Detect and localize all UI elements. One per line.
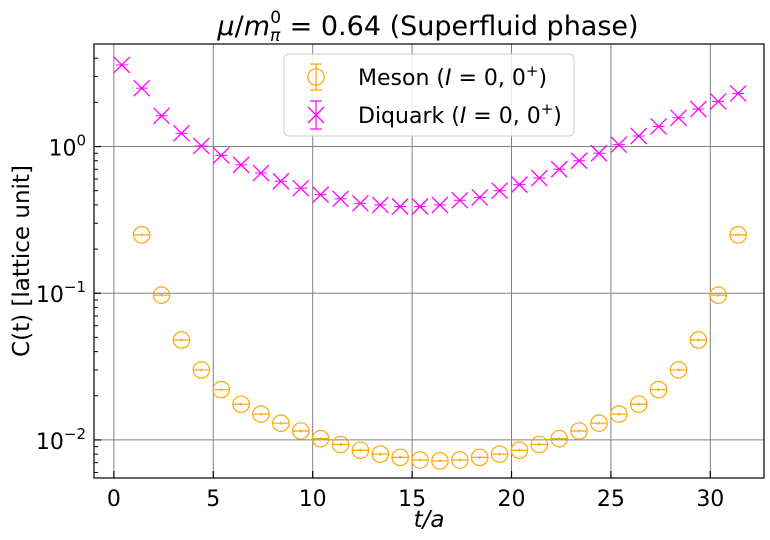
legend-label-meson: Meson (I = 0, 0+) bbox=[358, 62, 547, 91]
meson-point bbox=[530, 435, 549, 454]
meson-point bbox=[371, 445, 390, 463]
meson-point bbox=[729, 226, 747, 244]
legend-meson-circle bbox=[307, 68, 325, 86]
meson-point bbox=[570, 422, 588, 440]
legend-marker-meson bbox=[307, 63, 325, 91]
title-slash: / bbox=[235, 11, 245, 42]
x-tick-label: 0 bbox=[107, 487, 121, 512]
x-tick-label: 30 bbox=[696, 487, 724, 512]
meson-point bbox=[232, 395, 250, 414]
x-tick-label: 15 bbox=[398, 487, 426, 512]
meson-point bbox=[252, 405, 270, 423]
meson-point bbox=[610, 405, 628, 423]
meson-point bbox=[192, 361, 211, 379]
meson-point bbox=[629, 395, 648, 414]
plot-frame bbox=[93, 43, 765, 479]
meson-point bbox=[709, 286, 728, 304]
y-tick-labels: 100 10−1 10−2 bbox=[36, 132, 86, 455]
meson-point bbox=[590, 414, 608, 432]
meson-point bbox=[649, 380, 668, 399]
x-tick-label: 5 bbox=[206, 487, 220, 512]
meson-point bbox=[391, 448, 409, 467]
x-tick-label: 20 bbox=[498, 487, 526, 512]
x-axis-label: t/a bbox=[414, 507, 445, 533]
meson-point bbox=[490, 445, 509, 463]
legend-diquark-x bbox=[307, 106, 325, 124]
meson-point bbox=[291, 422, 310, 440]
axis-ticks bbox=[94, 43, 711, 478]
x-tick-label: 10 bbox=[299, 487, 327, 512]
meson-point bbox=[331, 435, 350, 454]
meson-point bbox=[351, 441, 370, 460]
y-tick-label: 10−1 bbox=[36, 278, 86, 308]
meson-point bbox=[212, 380, 231, 399]
meson-point bbox=[311, 429, 330, 448]
title-sub: π bbox=[270, 26, 281, 46]
y-tick-label: 100 bbox=[48, 132, 86, 162]
title-rest: = 0.64 (Superfluid phase) bbox=[281, 11, 638, 42]
x-tick-label: 25 bbox=[597, 487, 625, 512]
title-mu: μ bbox=[216, 11, 234, 42]
y-axis-label: C(t) [lattice unit] bbox=[9, 165, 35, 357]
chart-title: μ/mπ0 = 0.64 (Superfluid phase) bbox=[216, 8, 638, 46]
meson-series bbox=[132, 226, 747, 470]
meson-point bbox=[669, 361, 688, 379]
legend-box bbox=[283, 53, 575, 137]
legend-label-diquark: Diquark (I = 0, 0+) bbox=[358, 100, 562, 129]
y-tick-label: 10−2 bbox=[36, 425, 86, 455]
meson-point bbox=[431, 452, 449, 470]
x-tick-labels: 0 5 10 15 20 25 30 bbox=[107, 487, 724, 512]
legend: Meson (I = 0, 0+) Diquark (I = 0, 0+) bbox=[283, 53, 575, 137]
meson-point bbox=[132, 226, 151, 244]
title-sup: 0 bbox=[270, 8, 281, 28]
title-m: m bbox=[244, 11, 270, 42]
meson-point bbox=[689, 331, 708, 349]
meson-point bbox=[411, 451, 429, 469]
meson-point bbox=[152, 286, 171, 304]
meson-point bbox=[451, 451, 469, 469]
meson-point bbox=[470, 448, 489, 467]
meson-point bbox=[510, 441, 529, 460]
meson-point bbox=[550, 429, 569, 448]
legend-marker-diquark bbox=[307, 100, 325, 130]
meson-point bbox=[172, 331, 191, 349]
meson-point bbox=[272, 414, 290, 432]
diquark-series bbox=[113, 56, 747, 215]
